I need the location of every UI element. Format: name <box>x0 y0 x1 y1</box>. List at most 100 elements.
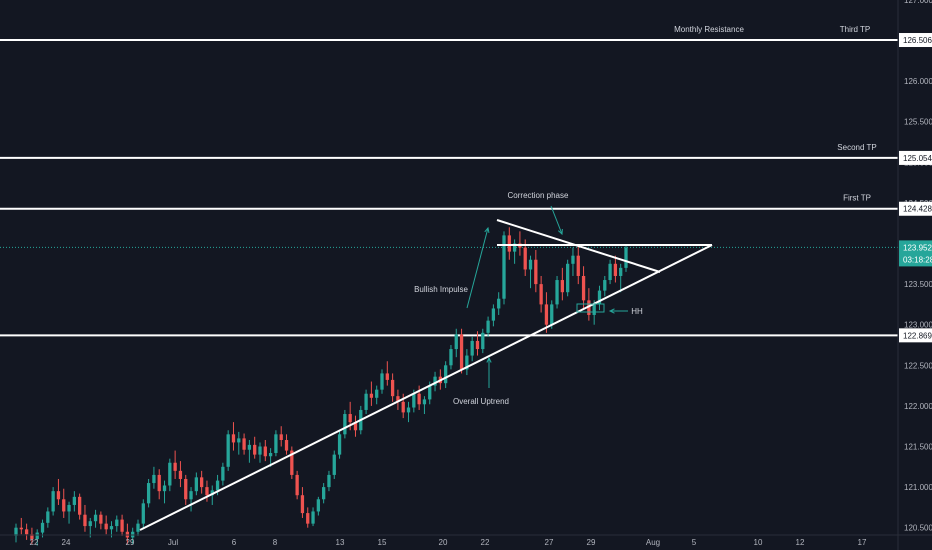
candle-body <box>523 247 527 270</box>
candle-body <box>221 466 225 481</box>
hh-box <box>576 303 605 313</box>
level-note: Third TP <box>840 25 871 34</box>
x-tick-label: 29 <box>126 538 135 547</box>
candle-body <box>534 259 538 285</box>
x-tick-label: 8 <box>273 538 278 547</box>
x-tick-label: 24 <box>62 538 71 547</box>
candle-body <box>327 474 331 488</box>
candle-body <box>14 527 18 536</box>
candle-body <box>512 243 517 252</box>
candle-body <box>30 534 34 540</box>
x-tick-label: 22 <box>30 538 39 547</box>
candle-body <box>157 474 161 492</box>
candle-body <box>406 407 411 413</box>
level-price-badge <box>899 33 932 48</box>
candle-body <box>290 450 294 475</box>
candle-body <box>247 444 252 450</box>
candle-body <box>295 474 299 496</box>
level-price-label: 124.428 <box>903 205 932 214</box>
candle-body <box>200 477 204 488</box>
candle-countdown-label: 03:18:28 <box>903 255 932 264</box>
candle-body <box>210 490 214 496</box>
candle-body <box>93 514 98 522</box>
bullish-impulse-label: Bullish Impulse <box>414 285 468 294</box>
candle-body <box>343 414 347 435</box>
candle-body <box>152 474 156 484</box>
x-tick-label: 10 <box>754 538 763 547</box>
y-tick-label: 122.000 <box>904 402 932 411</box>
y-tick-label: 127.000 <box>904 0 932 5</box>
candle-body <box>56 491 61 500</box>
candle-body <box>390 379 395 397</box>
candle-body <box>62 499 66 512</box>
candle-body <box>417 393 421 405</box>
candle-body <box>422 399 427 405</box>
level-note-secondary: Monthly Resistance <box>674 25 744 34</box>
candle-body <box>46 511 50 523</box>
candle-body <box>115 519 119 527</box>
levels-layer <box>0 39 898 337</box>
candle-body <box>215 480 220 491</box>
candle-body <box>486 320 490 333</box>
x-tick-label: Jul <box>168 538 178 547</box>
candle-body <box>412 393 416 408</box>
x-tick-label: 27 <box>545 538 554 547</box>
candle-body <box>603 280 607 291</box>
y-tick-label: 123.000 <box>904 321 932 330</box>
candle-body <box>120 519 124 532</box>
candle-body <box>502 235 506 299</box>
level-price-badge <box>899 150 932 165</box>
candle-body <box>555 280 559 305</box>
y-tick-label: 122.500 <box>904 361 932 370</box>
bullish-impulse-arrow <box>466 227 489 309</box>
candle-body <box>51 491 55 512</box>
x-tick-label: Aug <box>646 538 660 547</box>
candle-body <box>146 483 151 504</box>
level-note: Second TP <box>837 143 876 152</box>
candle-body <box>353 422 358 431</box>
candle-body <box>481 332 485 350</box>
candle-body <box>136 523 140 532</box>
level-price-badge <box>899 201 932 216</box>
candle-body <box>189 491 193 500</box>
candle-body <box>332 454 336 475</box>
candle-body <box>173 462 177 471</box>
candle-body <box>470 340 474 356</box>
candle-body <box>237 438 241 443</box>
candle-body <box>375 389 379 398</box>
candle-body <box>194 477 198 492</box>
candle-body <box>306 513 310 524</box>
candle-body <box>369 393 374 398</box>
candle-body <box>576 255 580 276</box>
candle-body <box>40 522 45 533</box>
candle-body <box>497 298 501 309</box>
hh-arrow-head <box>608 308 615 314</box>
candle-body <box>465 355 469 370</box>
x-tick-label: 13 <box>336 538 345 547</box>
level-price-badge <box>899 328 932 343</box>
candle-body <box>178 470 183 479</box>
correction-phase-label: Correction phase <box>508 191 569 200</box>
candle-body <box>550 304 554 325</box>
drawings-layer <box>139 205 713 531</box>
candle-body <box>396 396 400 402</box>
uptrend-line <box>139 244 713 531</box>
annotation-layer: Third TP Monthly Resistance Second TP First… <box>414 25 877 406</box>
y-tick-label: 120.500 <box>904 524 932 533</box>
candle-body <box>385 373 389 380</box>
candle-body <box>242 438 246 450</box>
candle-body <box>459 334 464 370</box>
candle-body <box>99 514 103 524</box>
candle-body <box>168 462 172 486</box>
candle-body <box>162 485 167 492</box>
bullish-impulse-arrow-head <box>484 226 490 234</box>
candle-body <box>449 349 453 366</box>
candle-body <box>560 280 564 293</box>
candle-body <box>608 263 612 281</box>
candle-body <box>348 414 352 423</box>
correction-arrow <box>550 205 563 235</box>
candle-body <box>268 452 273 457</box>
